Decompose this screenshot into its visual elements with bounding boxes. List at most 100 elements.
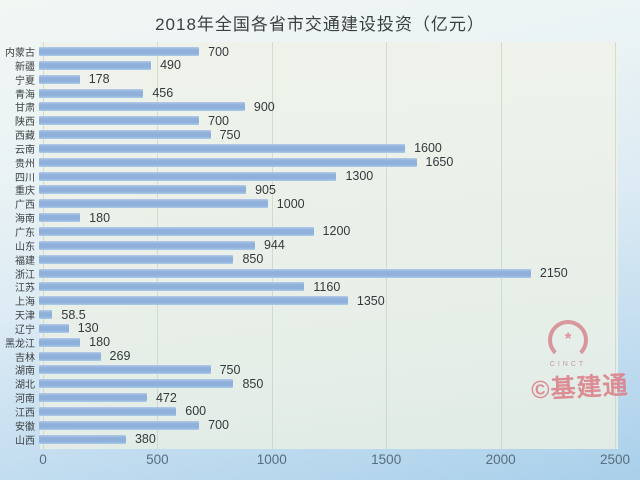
value-label: 600 [185, 404, 207, 419]
bar [39, 406, 177, 416]
bar-row: 陕西 700 [0, 113, 640, 129]
bar [39, 185, 247, 195]
category-label: 内蒙古 [5, 48, 35, 59]
value-label: 700 [208, 113, 230, 128]
category-label: 山东 [15, 241, 35, 253]
value-label: 180 [89, 210, 111, 225]
bar-row: 云南 1600 [0, 141, 640, 156]
value-label: 380 [134, 432, 156, 447]
value-label: 456 [152, 86, 174, 101]
category-label: 安徽 [15, 421, 35, 433]
x-tick-label: 0 [39, 452, 47, 467]
bar [39, 60, 152, 70]
value-label: 850 [242, 252, 264, 267]
bar-row: 辽宁 130 [0, 321, 640, 336]
bar-row: 海南 180 [0, 210, 640, 226]
value-label: 1350 [356, 293, 385, 308]
bar-row: 山东 944 [0, 238, 640, 253]
bar [39, 199, 268, 209]
x-tick-label: 500 [146, 452, 169, 467]
category-label: 福建 [15, 255, 35, 267]
category-label: 吉林 [15, 352, 35, 364]
category-label: 云南 [15, 144, 35, 156]
gridline [386, 42, 388, 449]
bar [39, 323, 69, 333]
value-label: 130 [77, 321, 99, 336]
category-label: 辽宁 [15, 324, 35, 336]
value-label: 750 [219, 127, 241, 142]
value-label: 178 [88, 72, 110, 87]
chart-title: 2018年全国各省市交通建设投资（亿元） [155, 15, 485, 34]
x-axis: 0 500 1000 1500 2000 2500 [0, 452, 640, 472]
value-label: 490 [160, 58, 181, 73]
x-tick-label: 1500 [371, 452, 402, 467]
bar [39, 393, 147, 403]
value-label: 1650 [425, 155, 454, 170]
value-label: 472 [155, 390, 177, 405]
bar-row: 吉林 269 [0, 349, 640, 364]
watermark-credit: ©基建通 [530, 371, 630, 405]
bar [39, 213, 81, 223]
bar-row: 浙江 2150 [0, 266, 640, 281]
bar-rows: 内蒙古 700 新疆 490 宁夏 178 青海 456 甘肃 900 陕西 700 西藏 750 云南 16… [0, 44, 640, 447]
bar [39, 47, 200, 56]
category-label: 贵州 [15, 158, 35, 170]
category-label: 海南 [15, 214, 35, 226]
category-label: 江苏 [15, 283, 35, 295]
bar [39, 310, 53, 320]
category-label: 上海 [15, 297, 35, 309]
category-label: 江西 [15, 407, 35, 419]
category-label: 山西 [15, 435, 35, 447]
bar-row: 江苏 1160 [0, 279, 640, 295]
bar [39, 296, 348, 306]
bar [39, 226, 314, 236]
bar-row: 宁夏 178 [0, 72, 640, 87]
bar-row: 内蒙古 700 [0, 44, 640, 60]
value-label: 269 [109, 349, 131, 364]
category-label: 天津 [15, 311, 35, 323]
category-label: 宁夏 [15, 75, 35, 87]
bar-row: 贵州 1650 [0, 155, 640, 170]
bar [39, 88, 144, 98]
bar [39, 254, 234, 264]
bar-row: 福建 850 [0, 252, 640, 267]
value-label: 1200 [322, 224, 351, 239]
value-label: 850 [242, 376, 264, 391]
bar [39, 74, 80, 84]
value-label: 1600 [414, 141, 442, 156]
category-label: 西藏 [15, 131, 35, 143]
bar [39, 143, 406, 153]
category-label: 河南 [15, 394, 35, 406]
category-label: 甘肃 [15, 103, 35, 115]
bar [39, 420, 200, 430]
bar [39, 337, 81, 347]
category-label: 新疆 [15, 61, 35, 73]
value-label: 700 [208, 44, 230, 59]
category-label: 湖南 [15, 366, 35, 378]
watermark-logo-text: CINCT [549, 361, 587, 368]
value-label: 1160 [313, 279, 341, 294]
bar-row: 上海 1350 [0, 293, 640, 309]
category-label: 重庆 [15, 186, 35, 198]
value-label: 2150 [539, 266, 568, 280]
bar-row: 湖北 850 [0, 376, 640, 392]
gridline [271, 42, 273, 449]
bar [39, 268, 531, 278]
value-label: 1300 [345, 169, 374, 184]
bar [39, 282, 305, 292]
value-label: 905 [255, 182, 276, 197]
bar-row: 山西 380 [0, 432, 640, 447]
bar [39, 116, 200, 126]
gridline [615, 42, 616, 449]
bar [39, 379, 234, 389]
category-label: 青海 [15, 89, 35, 101]
bar [39, 157, 417, 167]
bar-row: 江西 600 [0, 404, 640, 419]
value-label: 900 [253, 99, 275, 114]
watermark-flower-icon: * [564, 329, 572, 348]
bar [39, 102, 245, 112]
bar [39, 240, 255, 250]
x-tick-label: 1000 [256, 452, 287, 467]
bar-row: 青海 456 [0, 86, 640, 101]
